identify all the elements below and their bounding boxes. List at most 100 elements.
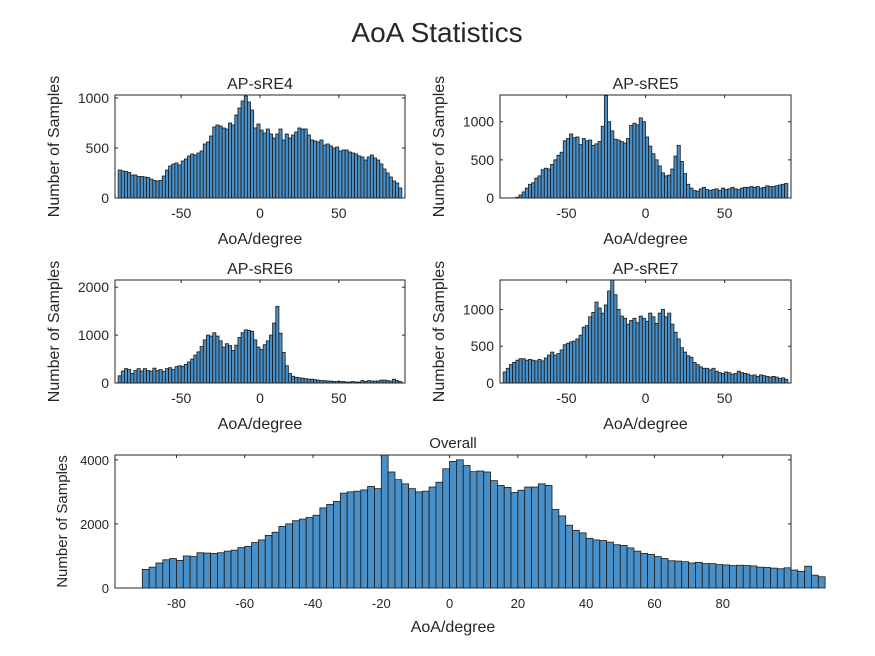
bar — [130, 373, 135, 384]
bar — [518, 358, 523, 384]
bar — [729, 565, 737, 589]
bar — [711, 367, 716, 384]
bar — [388, 176, 393, 199]
bar — [559, 151, 564, 199]
bar — [435, 481, 444, 589]
y-tick-label: 1000 — [463, 301, 494, 317]
bar — [354, 153, 359, 199]
bar — [379, 163, 384, 199]
bar — [758, 187, 763, 199]
x-tick-label: -20 — [372, 596, 391, 611]
bar — [550, 164, 555, 199]
bar — [521, 358, 526, 384]
bar — [275, 133, 280, 199]
bar — [771, 186, 776, 199]
bar — [540, 169, 545, 199]
bar — [543, 357, 548, 384]
x-tick-label: -80 — [167, 596, 186, 611]
bar — [781, 377, 786, 384]
bar — [234, 344, 239, 384]
bar — [174, 366, 179, 384]
bar — [395, 182, 400, 199]
bar — [657, 312, 662, 384]
bar — [524, 486, 532, 589]
figure-title: AoA Statistics — [351, 17, 522, 48]
bar — [285, 523, 293, 589]
bar — [705, 189, 710, 199]
bar — [374, 488, 382, 589]
bar — [569, 133, 574, 199]
bar — [294, 376, 299, 384]
bar — [768, 376, 773, 384]
bar — [556, 154, 561, 199]
bar — [203, 552, 212, 589]
bar — [777, 378, 782, 384]
bar — [316, 141, 321, 199]
bar — [765, 375, 770, 384]
bar — [155, 370, 160, 384]
x-tick-label: 50 — [331, 390, 347, 406]
bar — [221, 346, 226, 384]
bar — [616, 309, 621, 384]
y-tick-label: 2000 — [80, 517, 109, 532]
bar — [272, 137, 277, 199]
bar — [600, 125, 605, 199]
bar — [256, 346, 261, 384]
bar — [278, 128, 283, 199]
bar — [701, 563, 710, 589]
x-tick-label: 0 — [256, 205, 264, 221]
bar — [297, 127, 302, 199]
bar — [158, 180, 163, 199]
bar — [600, 312, 605, 384]
bar — [182, 555, 191, 589]
bar — [278, 526, 287, 589]
bar — [629, 125, 634, 199]
bar — [686, 355, 691, 384]
bar — [210, 552, 218, 589]
bar — [373, 157, 378, 199]
bar — [635, 124, 640, 199]
bar — [228, 345, 233, 384]
bar — [736, 370, 741, 384]
x-tick-label: 20 — [511, 596, 525, 611]
bar — [670, 323, 675, 384]
bar — [784, 378, 789, 384]
bar — [670, 168, 675, 199]
bar — [142, 368, 147, 384]
bar — [244, 545, 252, 589]
bar — [739, 372, 744, 384]
bar — [654, 323, 659, 384]
bar — [363, 159, 368, 199]
bar — [421, 490, 430, 589]
bar — [664, 175, 669, 199]
bar — [727, 188, 732, 199]
bar — [705, 367, 710, 384]
bar — [531, 182, 536, 199]
bar — [168, 367, 173, 384]
bar — [234, 114, 239, 199]
bar — [360, 489, 369, 589]
bar — [165, 169, 169, 199]
bar — [120, 370, 125, 384]
bar — [762, 186, 767, 199]
bar — [253, 127, 258, 199]
bar — [237, 547, 246, 589]
bar — [133, 174, 138, 199]
x-tick-label: 40 — [579, 596, 593, 611]
bar — [339, 492, 348, 589]
bar — [648, 312, 653, 384]
bar — [521, 191, 526, 199]
bar — [572, 137, 577, 199]
bar — [391, 180, 396, 199]
bar — [127, 369, 132, 384]
bar — [743, 186, 748, 199]
bar — [341, 149, 346, 199]
bar — [305, 517, 314, 589]
bar — [673, 331, 678, 384]
bar — [237, 107, 242, 199]
bar — [781, 183, 786, 199]
bar — [534, 177, 539, 199]
bar — [762, 375, 767, 384]
bar — [562, 344, 567, 384]
